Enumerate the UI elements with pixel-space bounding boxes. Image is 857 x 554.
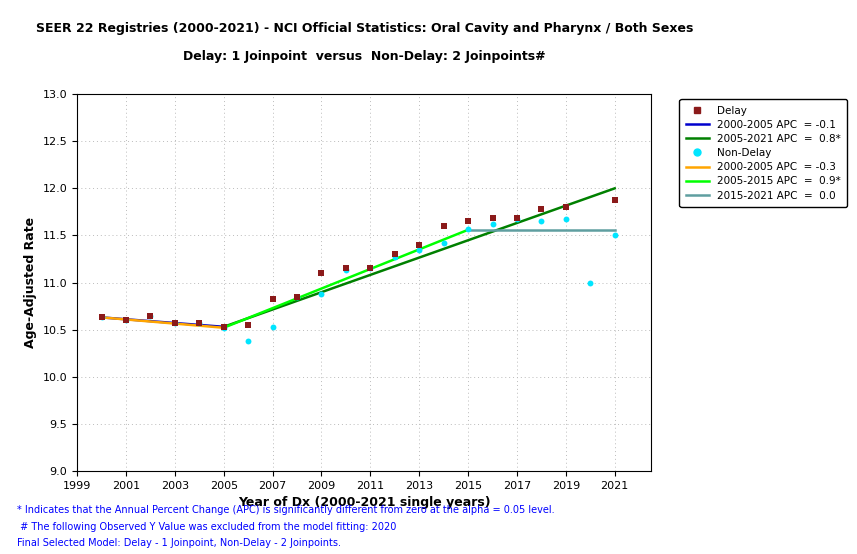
Point	[486, 214, 500, 223]
Point	[363, 264, 377, 273]
Text: SEER 22 Registries (2000-2021) - NCI Official Statistics: Oral Cavity and Pharyn: SEER 22 Registries (2000-2021) - NCI Off…	[35, 22, 693, 35]
Point	[535, 204, 548, 213]
Point	[412, 240, 426, 249]
Point	[315, 269, 328, 278]
Point	[266, 322, 279, 331]
Point	[608, 231, 621, 240]
Point	[291, 293, 304, 301]
Point	[461, 217, 475, 226]
Point	[510, 215, 524, 224]
Point	[168, 319, 182, 327]
Point	[388, 253, 402, 261]
Point	[584, 278, 597, 287]
Point	[363, 264, 377, 273]
X-axis label: Year of Dx (2000-2021 single years): Year of Dx (2000-2021 single years)	[238, 496, 490, 509]
Point	[193, 319, 207, 327]
Y-axis label: Age-Adjusted Rate: Age-Adjusted Rate	[24, 217, 37, 348]
Point	[168, 319, 182, 327]
Point	[242, 320, 255, 329]
Point	[144, 311, 158, 320]
Point	[119, 316, 133, 325]
Text: * Indicates that the Annual Percent Change (APC) is significantly different from: * Indicates that the Annual Percent Chan…	[17, 505, 554, 515]
Point	[95, 313, 109, 322]
Point	[535, 217, 548, 226]
Point	[119, 316, 133, 325]
Point	[95, 313, 109, 322]
Point	[193, 319, 207, 327]
Point	[608, 195, 621, 204]
Point	[144, 311, 158, 320]
Point	[291, 293, 304, 301]
Point	[486, 220, 500, 229]
Point	[339, 264, 353, 273]
Point	[437, 239, 451, 248]
Text: Delay: 1 Joinpoint  versus  Non-Delay: 2 Joinpoints#: Delay: 1 Joinpoint versus Non-Delay: 2 J…	[183, 50, 546, 63]
Point	[412, 245, 426, 254]
Point	[217, 324, 231, 332]
Legend: Delay, 2000-2005 APC  = -0.1, 2005-2021 APC  =  0.8*, Non-Delay, 2000-2005 APC  : Delay, 2000-2005 APC = -0.1, 2005-2021 A…	[680, 99, 847, 207]
Point	[315, 289, 328, 298]
Point	[559, 215, 572, 224]
Point	[388, 250, 402, 259]
Point	[266, 294, 279, 303]
Point	[461, 224, 475, 233]
Point	[510, 214, 524, 223]
Point	[559, 203, 572, 212]
Text: # The following Observed Y Value was excluded from the model fitting: 2020: # The following Observed Y Value was exc…	[17, 522, 397, 532]
Point	[217, 322, 231, 331]
Point	[437, 222, 451, 230]
Text: Final Selected Model: Delay - 1 Joinpoint, Non-Delay - 2 Joinpoints.: Final Selected Model: Delay - 1 Joinpoin…	[17, 538, 341, 548]
Point	[242, 336, 255, 345]
Point	[339, 266, 353, 275]
